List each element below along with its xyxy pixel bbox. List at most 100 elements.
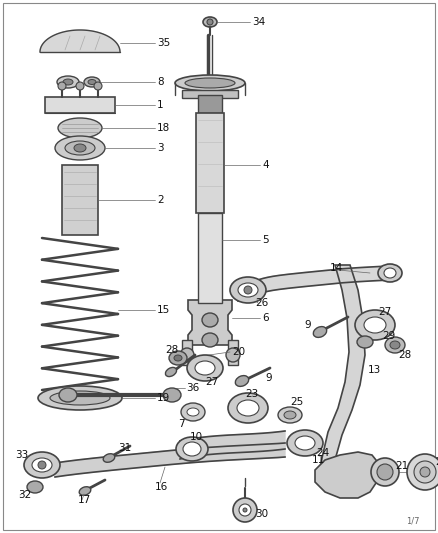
- Text: 10: 10: [190, 432, 203, 442]
- Ellipse shape: [103, 454, 115, 462]
- Text: 22: 22: [435, 457, 438, 467]
- Text: 36: 36: [186, 383, 199, 393]
- Ellipse shape: [239, 504, 251, 516]
- Bar: [198, 95, 222, 113]
- Ellipse shape: [378, 264, 402, 282]
- Ellipse shape: [237, 400, 259, 416]
- Text: 33: 33: [15, 450, 28, 460]
- Text: 19: 19: [157, 393, 170, 403]
- Ellipse shape: [420, 467, 430, 477]
- Ellipse shape: [385, 337, 405, 353]
- Ellipse shape: [187, 355, 223, 381]
- Ellipse shape: [50, 391, 110, 405]
- Text: 6: 6: [262, 313, 268, 323]
- Text: 2: 2: [157, 195, 164, 205]
- Text: 9: 9: [304, 320, 311, 330]
- Ellipse shape: [313, 327, 327, 337]
- Polygon shape: [315, 452, 380, 498]
- Ellipse shape: [181, 403, 205, 421]
- Bar: [196, 113, 224, 213]
- Polygon shape: [318, 265, 365, 485]
- Text: 30: 30: [255, 509, 268, 519]
- Text: 1/7: 1/7: [406, 516, 420, 525]
- Text: 21: 21: [395, 461, 408, 471]
- Ellipse shape: [174, 355, 182, 361]
- Text: 17: 17: [78, 495, 91, 505]
- Text: 18: 18: [157, 123, 170, 133]
- Ellipse shape: [407, 454, 438, 490]
- Polygon shape: [55, 443, 285, 477]
- Ellipse shape: [226, 348, 240, 362]
- Ellipse shape: [287, 430, 323, 456]
- Ellipse shape: [163, 388, 181, 402]
- Ellipse shape: [238, 283, 258, 297]
- Text: 26: 26: [255, 298, 268, 308]
- Ellipse shape: [55, 136, 105, 160]
- Ellipse shape: [169, 351, 187, 365]
- Bar: [45, 97, 115, 113]
- Text: 34: 34: [252, 17, 265, 27]
- Ellipse shape: [180, 348, 194, 362]
- Text: 7: 7: [178, 419, 185, 429]
- Ellipse shape: [384, 268, 396, 278]
- Text: 31: 31: [118, 443, 131, 453]
- Ellipse shape: [202, 313, 218, 327]
- Ellipse shape: [235, 376, 249, 386]
- Ellipse shape: [203, 17, 217, 27]
- Text: 4: 4: [262, 160, 268, 170]
- Ellipse shape: [58, 118, 102, 138]
- Ellipse shape: [207, 19, 213, 25]
- Ellipse shape: [284, 411, 296, 419]
- Text: 27: 27: [378, 307, 391, 317]
- Bar: [182, 90, 238, 98]
- Ellipse shape: [202, 333, 218, 347]
- Text: 28: 28: [165, 345, 178, 355]
- Ellipse shape: [38, 386, 122, 410]
- Text: 24: 24: [316, 448, 329, 458]
- Ellipse shape: [357, 336, 373, 348]
- Polygon shape: [238, 266, 390, 301]
- Ellipse shape: [32, 458, 52, 472]
- Text: 14: 14: [330, 263, 343, 273]
- Text: 3: 3: [157, 143, 164, 153]
- Ellipse shape: [377, 464, 393, 480]
- Polygon shape: [40, 30, 120, 52]
- Ellipse shape: [230, 277, 266, 303]
- Ellipse shape: [59, 388, 77, 402]
- Ellipse shape: [27, 481, 43, 493]
- Text: 11: 11: [312, 455, 325, 465]
- Text: 25: 25: [290, 397, 303, 407]
- Ellipse shape: [390, 341, 400, 349]
- Ellipse shape: [58, 82, 66, 90]
- Ellipse shape: [175, 75, 245, 91]
- Ellipse shape: [88, 79, 96, 85]
- Ellipse shape: [243, 508, 247, 512]
- Ellipse shape: [94, 82, 102, 90]
- Text: 13: 13: [368, 365, 381, 375]
- Ellipse shape: [187, 408, 199, 416]
- Text: 27: 27: [205, 377, 218, 387]
- Ellipse shape: [364, 317, 386, 333]
- Ellipse shape: [195, 361, 215, 375]
- Ellipse shape: [76, 82, 84, 90]
- Ellipse shape: [74, 144, 86, 152]
- Ellipse shape: [355, 310, 395, 340]
- Text: 8: 8: [157, 77, 164, 87]
- Ellipse shape: [228, 393, 268, 423]
- Text: 32: 32: [18, 490, 31, 500]
- Ellipse shape: [57, 76, 79, 88]
- Text: 16: 16: [155, 482, 168, 492]
- Ellipse shape: [414, 461, 436, 483]
- Text: 35: 35: [157, 38, 170, 48]
- Polygon shape: [180, 431, 285, 459]
- Ellipse shape: [278, 407, 302, 423]
- Ellipse shape: [176, 437, 208, 461]
- Ellipse shape: [63, 79, 73, 85]
- Bar: [198, 213, 222, 303]
- Text: 15: 15: [157, 305, 170, 315]
- Ellipse shape: [84, 77, 100, 87]
- Ellipse shape: [24, 452, 60, 478]
- Text: 5: 5: [262, 235, 268, 245]
- Polygon shape: [182, 340, 192, 365]
- Text: 9: 9: [265, 373, 272, 383]
